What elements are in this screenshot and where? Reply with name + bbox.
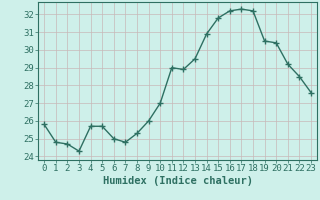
X-axis label: Humidex (Indice chaleur): Humidex (Indice chaleur)	[103, 176, 252, 186]
